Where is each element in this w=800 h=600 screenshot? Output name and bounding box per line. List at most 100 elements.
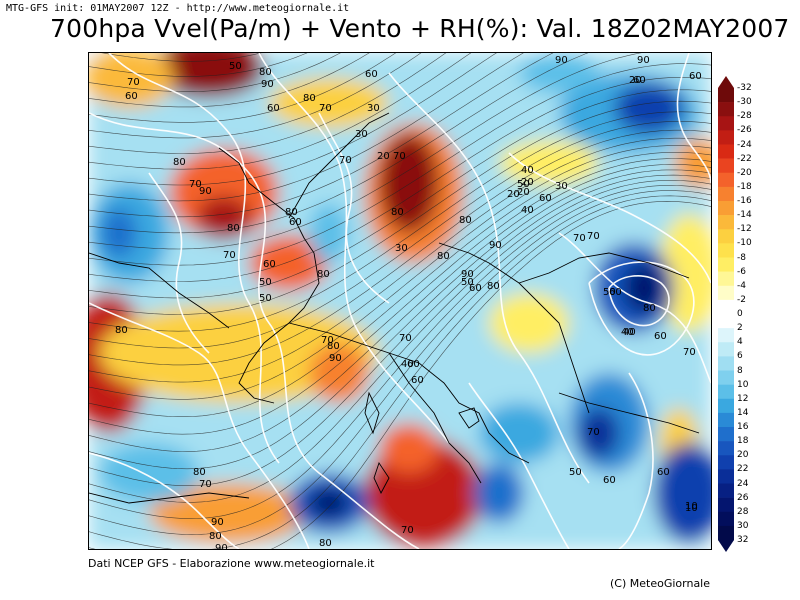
colorbar-swatch [718,201,734,216]
contour-label: 70 [683,347,696,358]
contour-label: 90 [329,353,342,364]
colorbar-tick-label: 24 [737,478,749,489]
colorbar-swatch [718,483,734,498]
colorbar-tick-label: 6 [737,351,743,362]
contour-label: 50 [569,467,582,478]
contour-label: 30 [555,181,568,192]
colorbar-tick-label: -28 [737,111,752,122]
streamline [89,145,711,400]
colorbar-swatch [718,285,734,301]
contour-label: 40 [521,205,534,216]
rh-isoline [618,372,654,549]
contour-label: 80 [303,93,316,104]
contour-label: 60 [289,217,302,228]
contour-label: 70 [393,151,406,162]
colorbar-swatch [718,172,734,188]
contour-label: 90 [215,543,228,549]
colorbar-tick-label: 26 [737,492,749,503]
streamline [89,129,711,366]
colorbar-tick-label: 16 [737,422,749,432]
contour-label: 10 [685,503,698,514]
streamline [89,53,472,170]
colorbar-tick-label: 14 [737,407,749,418]
contour-label: 40 [623,327,636,338]
streamline [89,89,711,299]
colorbar-swatch [718,229,734,244]
colorbar-swatch [718,370,734,385]
colorbar-tick-label: -30 [737,97,752,108]
colorbar-tick-label: 10 [737,379,749,390]
coastlines [89,112,700,504]
rh-isoline [468,382,570,549]
streamline [89,53,447,154]
rh-contours [89,53,711,549]
colorbar-tick-label: 30 [737,520,749,531]
contour-label: 60 [689,71,702,82]
contour-label: 60 [654,331,667,342]
rh-isoline [318,112,390,304]
contour-label: 90 [261,79,274,90]
contour-label: 60 [633,75,646,86]
contour-label: 80 [317,269,330,280]
contour-label: 70 [189,179,202,190]
streamline [89,53,308,77]
streamline [89,200,711,549]
colorbar-tick-label: -14 [737,210,752,221]
contour-label: 90 [199,186,212,197]
colorbar-tick-label: -32 [737,83,752,93]
contour-label: 50 [461,277,474,288]
contour-label: 60 [267,103,280,114]
colorbar-swatch [718,342,734,357]
colorbar-tick-label: 8 [737,365,743,376]
colorbar-tick-label: -16 [737,196,752,206]
contour-label: 80 [115,325,128,336]
contour-label: 40 [401,359,414,370]
colorbar-swatch [718,158,734,174]
contour-label: 20 [517,187,530,198]
contour-label: 80 [285,207,298,218]
contour-label: 50 [259,293,272,304]
colorbar-tick-label: 22 [737,464,749,475]
contour-label: 80 [459,215,472,226]
colorbar-swatch [718,271,734,287]
contour-label: 70 [401,525,414,536]
contour-label: 70 [339,155,352,166]
colorbar-swatch [718,215,734,230]
rh-isoline [508,152,711,284]
colorbar-swatch [718,427,734,442]
rh-isoline [89,302,310,549]
vvel-shading [89,53,711,549]
rh-isoline [258,53,450,444]
colorbar-swatch [718,497,734,513]
contour-label: 80 [319,538,332,549]
contour-label: 20 [629,75,642,86]
colorbar-tick-label: -10 [737,238,752,249]
rh-isoline [89,112,420,549]
streamline [89,53,524,202]
contour-label: 60 [539,193,552,204]
colorbar-tick-label: -8 [737,252,746,263]
contour-label: 60 [263,259,276,270]
contour-label: 20 [377,151,390,162]
contour-label: 80 [173,157,186,168]
rh-isoline [148,172,210,354]
copyright: (C) MeteoGiornale [610,577,711,590]
streamline [89,53,397,123]
rh-isoline [608,275,670,327]
contour-label: 80 [391,207,404,218]
contour-label: 40 [521,165,534,176]
contour-label: 50 [603,287,616,298]
contour-label: 90 [461,269,474,280]
rh-isoline [588,261,695,356]
colorbar-tick-label: -2 [737,294,746,305]
contour-label: 90 [637,55,650,66]
streamline [89,111,711,332]
colorbar-tick-label: 32 [737,535,749,545]
contour-label: 70 [223,250,236,261]
contour-label: 30 [367,103,380,114]
colorbar-tick-label: 4 [737,337,743,348]
contour-label: 70 [573,233,586,244]
colorbar [716,76,736,556]
colorbar-swatch [718,469,734,484]
rh-isoline [89,452,240,549]
